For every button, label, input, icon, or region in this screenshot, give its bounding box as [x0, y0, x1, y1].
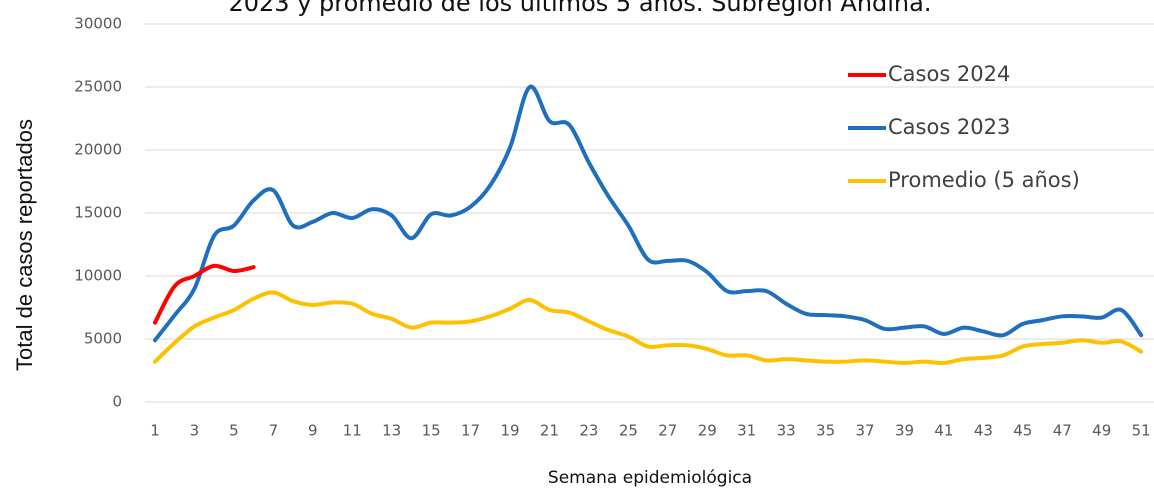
y-tick-label: 5000 [84, 330, 122, 348]
x-tick-label: 9 [308, 422, 318, 440]
x-tick-label: 39 [895, 422, 914, 440]
x-tick-label: 37 [855, 422, 874, 440]
x-tick-label: 41 [934, 422, 953, 440]
series-line [153, 290, 1144, 366]
y-tick-label: 0 [112, 393, 122, 411]
x-tick-label: 13 [382, 422, 401, 440]
y-tick-label: 10000 [74, 267, 122, 285]
y-axis-label: Total de casos reportados [12, 119, 37, 371]
y-tick-label: 30000 [74, 15, 122, 33]
x-axis-label: Semana epidemiológica [548, 468, 752, 488]
y-tick-label: 25000 [74, 78, 122, 96]
x-tick-label: 47 [1053, 422, 1072, 440]
x-tick-label: 31 [737, 422, 756, 440]
x-tick-label: 43 [974, 422, 993, 440]
y-tick-label: 15000 [74, 204, 122, 222]
x-tick-label: 11 [343, 422, 362, 440]
legend-label: Casos 2024 [888, 62, 1010, 86]
legend-label: Casos 2023 [888, 115, 1010, 139]
series-line [153, 84, 1144, 343]
y-tick-label: 20000 [74, 141, 122, 159]
x-tick-label: 19 [500, 422, 519, 440]
x-tick-label: 17 [461, 422, 480, 440]
x-tick-label: 49 [1092, 422, 1111, 440]
x-tick-label: 21 [540, 422, 559, 440]
x-tick-label: 51 [1132, 422, 1151, 440]
x-tick-label: 15 [422, 422, 441, 440]
x-tick-label: 5 [229, 422, 239, 440]
x-tick-label: 27 [658, 422, 677, 440]
x-tick-label: 3 [190, 422, 200, 440]
x-tick-label: 7 [269, 422, 279, 440]
x-tick-label: 33 [777, 422, 796, 440]
legend-label: Promedio (5 años) [888, 168, 1080, 192]
x-tick-label: 45 [1013, 422, 1032, 440]
x-tick-label: 1 [150, 422, 160, 440]
x-tick-label: 25 [619, 422, 638, 440]
x-tick-label: 23 [579, 422, 598, 440]
chart-title: 2023 y promedio de los últimos 5 años. S… [229, 0, 932, 17]
x-tick-label: 29 [698, 422, 717, 440]
series-line [153, 263, 256, 325]
x-tick-label: 35 [816, 422, 835, 440]
